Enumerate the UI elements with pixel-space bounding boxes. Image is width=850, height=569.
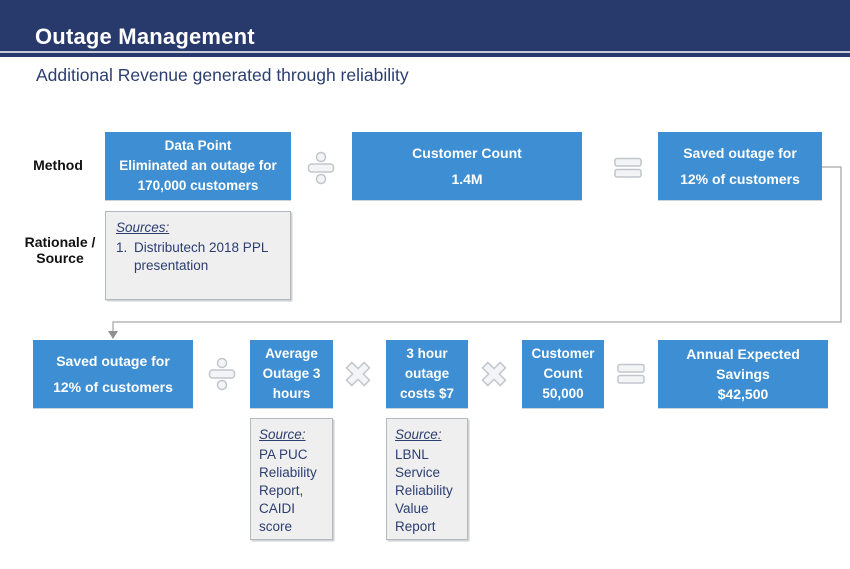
box-text-line: 12% of customers [680,171,800,187]
rationale-label-line: Source [36,250,84,266]
box-text-line: 50,000 [542,386,584,401]
box-text-line: 1.4M [451,171,483,187]
box-text-line: Count [543,366,583,381]
method-sources-box: Sources: 1. Distributech 2018 PPL presen… [105,211,291,300]
slide-subtitle: Additional Revenue generated through rel… [36,65,409,85]
equals-icon [617,363,645,384]
box-data-point: Data Point Eliminated an outage for 170,… [105,132,291,200]
header-rule-navy [0,53,850,57]
box-text-line: Saved outage for [56,353,170,369]
box-text-line: Savings [716,366,770,382]
box-text-line: costs $7 [399,386,455,401]
multiply-icon [481,361,507,387]
rationale-source-label: Rationale / Source [14,234,106,266]
header-rule-light [0,51,850,53]
source-text: PA PUC Reliability Report, CAIDI score [259,447,317,534]
box-customer-count-2: Customer Count 50,000 [522,340,604,408]
box-text-line: $42,500 [717,386,769,402]
box-saved-outage-input: Saved outage for 12% of customers [33,340,193,408]
source-heading: Source: [395,427,442,442]
box-annual-savings: Annual Expected Savings $42,500 [658,340,828,408]
box-text-line: Data Point [164,138,232,153]
equals-icon [614,157,642,178]
divide-icon [208,357,236,391]
multiply-icon [345,361,371,387]
box-text-line: 12% of customers [53,379,173,395]
box-text-line: outage [404,366,450,381]
source-list-item: 1. Distributech 2018 PPL presentation [116,239,284,275]
box-outage-cost: 3 hour outage costs $7 [386,340,468,408]
source-item-text: Distributech 2018 PPL presentation [134,240,268,273]
rationale-label-line: Rationale / [24,234,96,250]
box-text-line: Average [265,346,318,361]
avg-outage-source-box: Source: PA PUC Reliability Report, CAIDI… [250,418,333,540]
box-text-line: 170,000 customers [137,178,259,193]
box-text-line: Outage 3 [262,366,321,381]
source-text: LBNL Service Reliability Value Report [395,447,453,534]
outage-cost-source-box: Source: LBNL Service Reliability Value R… [386,418,468,540]
box-text-line: Customer Count [412,145,522,161]
box-text-line: Customer [531,346,595,361]
source-heading: Source: [259,427,306,442]
page-title: Outage Management [35,24,255,49]
source-item-number: 1. [116,240,128,255]
box-customer-count-1: Customer Count 1.4M [352,132,582,200]
divide-icon [307,151,335,185]
box-text-line: 3 hour [406,346,448,361]
box-text-line: Eliminated an outage for [119,158,277,173]
box-text-line: hours [272,386,311,401]
box-saved-outage-result: Saved outage for 12% of customers [658,132,822,200]
box-text-line: Annual Expected [686,346,800,362]
box-text-line: Saved outage for [683,145,797,161]
method-row-label: Method [33,157,83,173]
header-bar: Outage Management [0,0,850,51]
sources-heading: Sources: [116,220,170,235]
box-average-outage: Average Outage 3 hours [250,340,333,408]
